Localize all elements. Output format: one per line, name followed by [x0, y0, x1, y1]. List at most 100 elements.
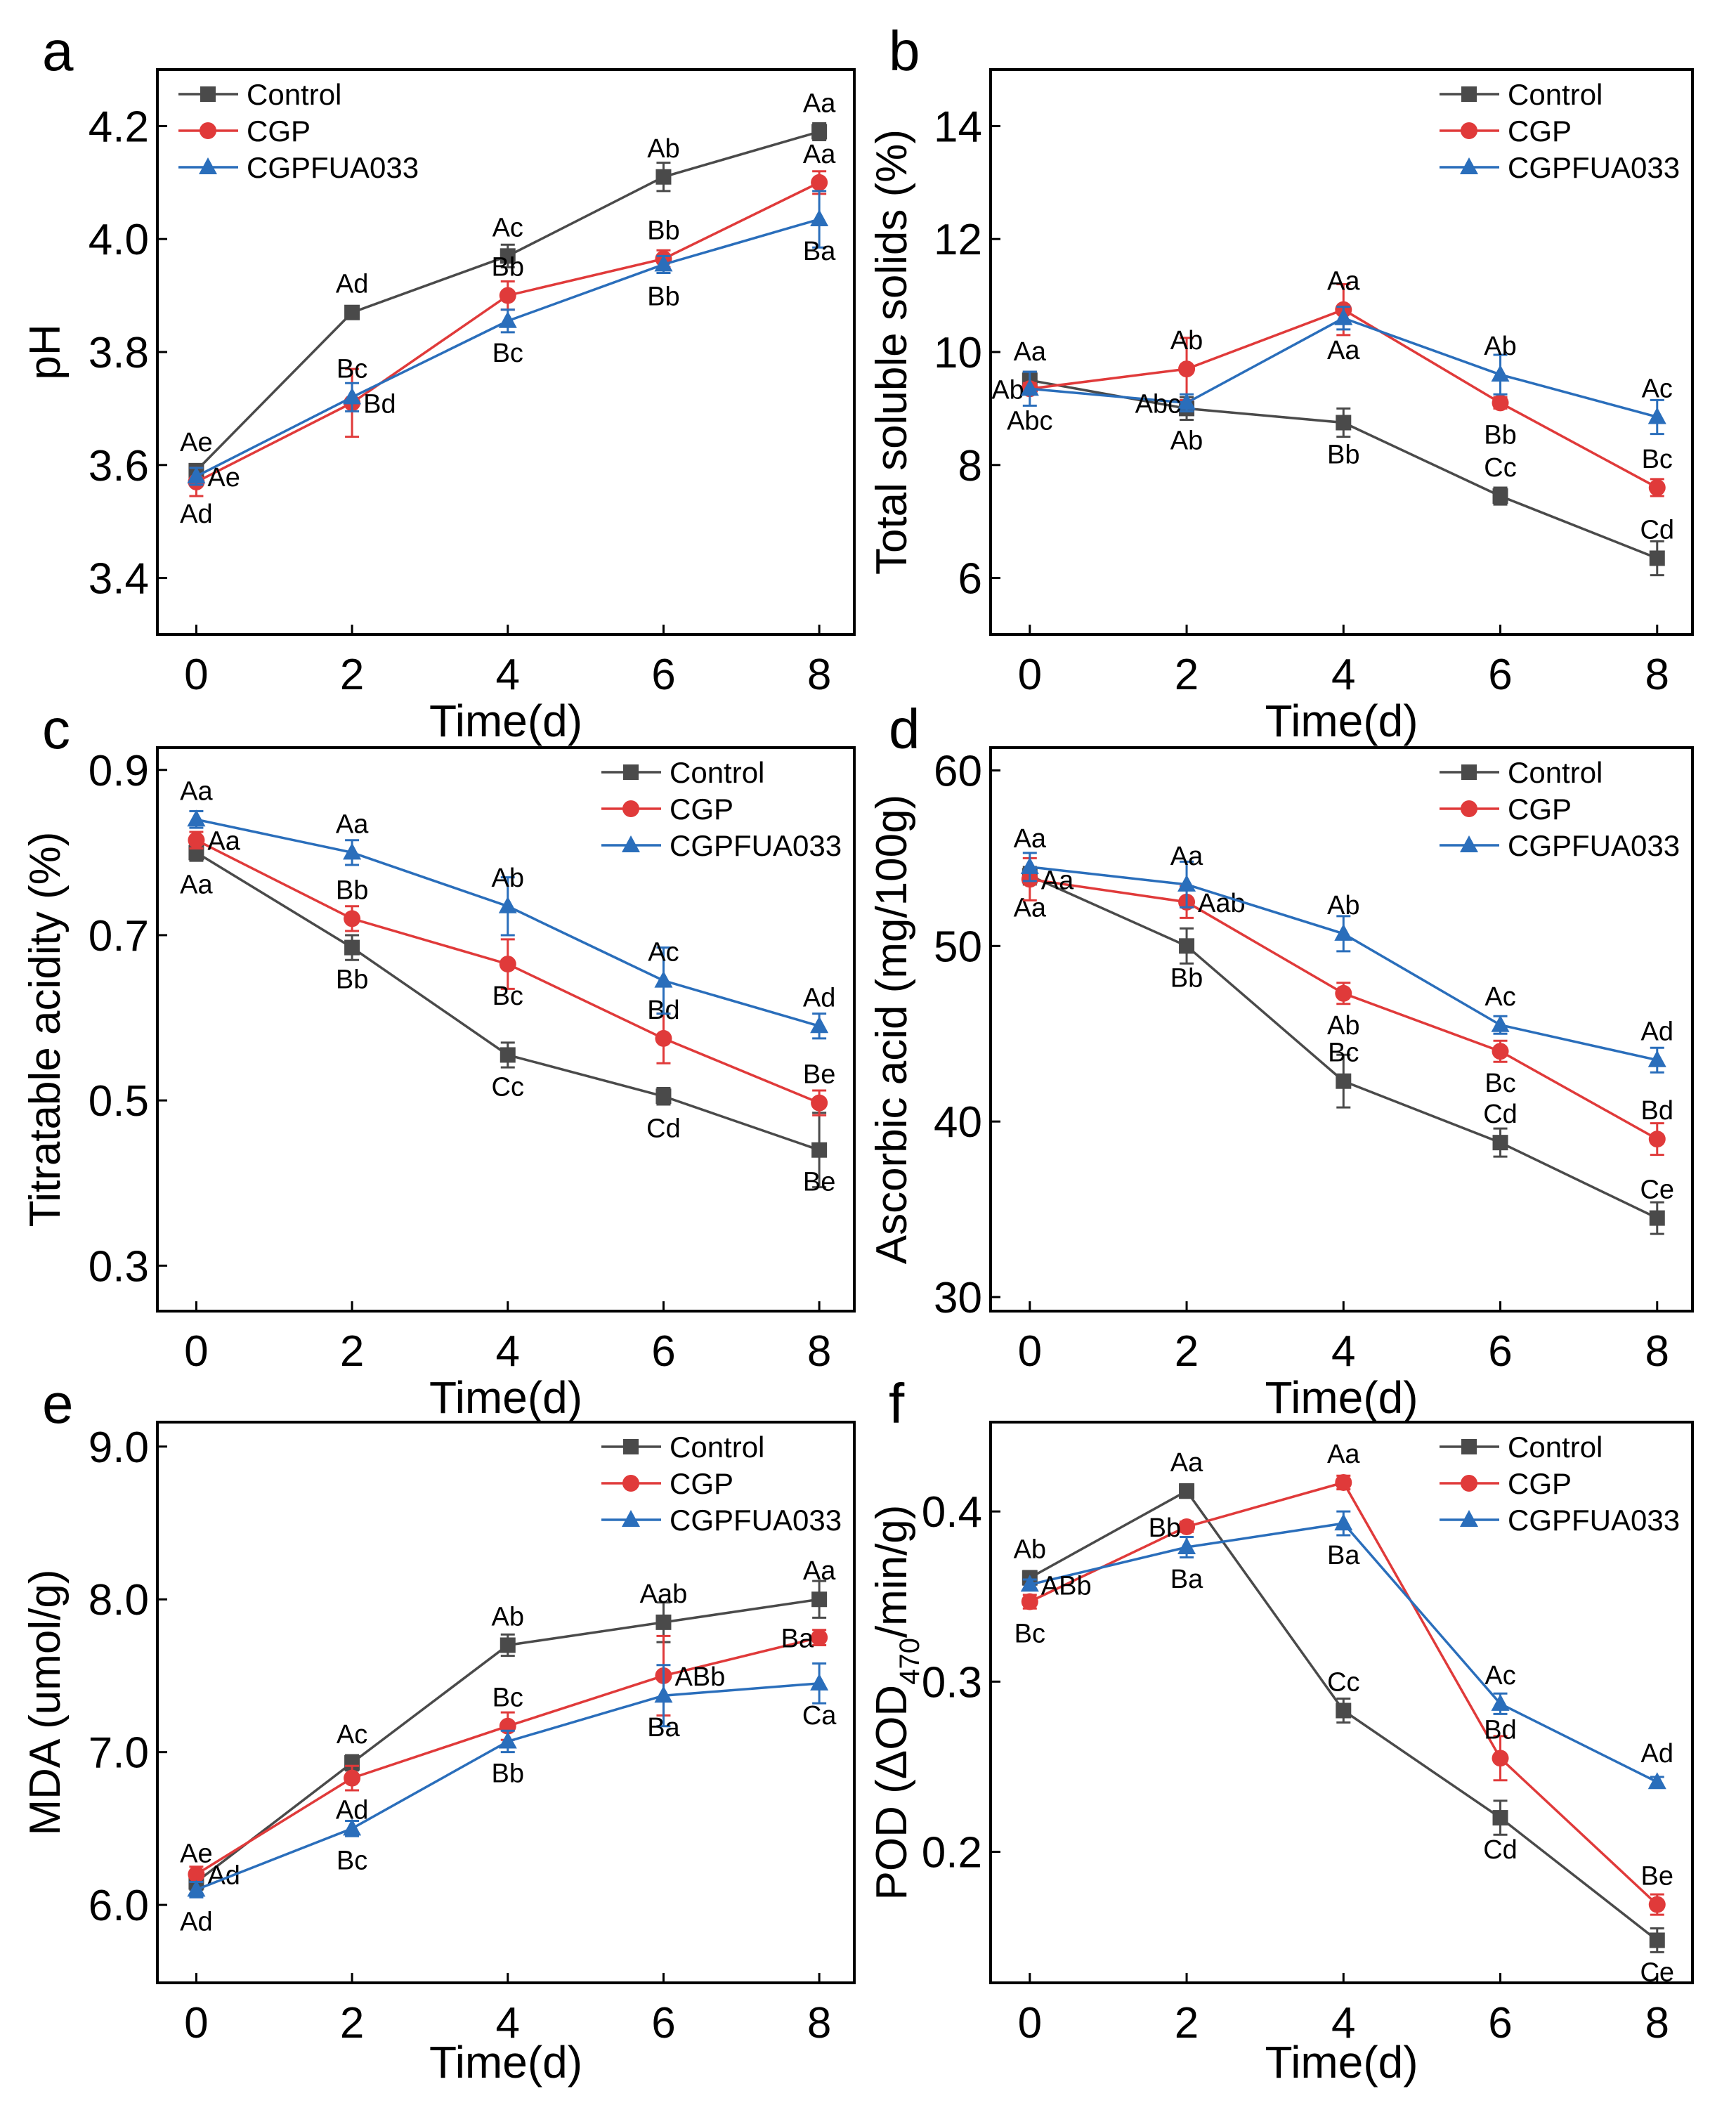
y-tick-label: 3.4 [89, 555, 149, 604]
legend-label: CGP [1508, 793, 1572, 826]
data-point [655, 169, 672, 185]
significance-label: Cc [492, 1072, 524, 1102]
legend-label: CGP [1508, 1467, 1572, 1500]
significance-label: Bb [647, 216, 679, 245]
significance-label: Ae [180, 1839, 212, 1868]
data-point [1177, 874, 1196, 892]
y-tick-label: 8 [958, 442, 982, 490]
data-point [811, 1142, 828, 1158]
legend-marker [622, 1475, 639, 1492]
significance-label: Bb [1484, 420, 1516, 450]
significance-label: Bc [1014, 1620, 1045, 1649]
x-tick-label: 2 [1175, 1999, 1199, 2047]
data-point [1179, 938, 1195, 954]
data-point [498, 1731, 517, 1749]
significance-label: Ab [1484, 332, 1516, 361]
significance-label: Ba [647, 1713, 680, 1743]
data-point [811, 1094, 828, 1112]
y-tick-label: 0.2 [922, 1829, 982, 1877]
panel-letter: b [889, 20, 920, 82]
data-point [655, 1029, 672, 1047]
significance-label: Aa [1014, 824, 1047, 854]
y-axis-label-part: /min/g) [868, 1505, 916, 1638]
significance-label: Ab [1014, 1535, 1046, 1565]
data-point [1492, 394, 1509, 412]
significance-label: Aab [640, 1580, 688, 1609]
data-point [343, 1818, 362, 1836]
x-tick-label: 2 [1175, 1327, 1199, 1376]
y-tick-label: 0.5 [89, 1077, 149, 1126]
significance-label: Bb [1170, 963, 1203, 993]
significance-label: Bc [1328, 1038, 1359, 1068]
data-point [654, 254, 673, 272]
panel-letter: f [889, 1372, 905, 1435]
significance-label: Bc [492, 982, 523, 1011]
significance-label: Ce [1640, 1958, 1674, 1987]
data-point [654, 970, 673, 988]
data-point [500, 248, 516, 264]
legend-label: CGP [247, 115, 311, 148]
data-point [1020, 857, 1039, 874]
x-tick-label: 0 [1018, 1999, 1042, 2047]
data-point [810, 1016, 829, 1034]
significance-label: Ac [1484, 1661, 1515, 1691]
x-tick-label: 0 [184, 651, 208, 699]
significance-label: Aa [1327, 336, 1360, 365]
y-axis-label: Total soluble solids (%) [868, 129, 916, 575]
legend-label: Control [1508, 78, 1603, 111]
x-tick-label: 8 [807, 1327, 831, 1376]
series-line [195, 1636, 820, 1876]
significance-label: Ac [1642, 374, 1673, 403]
y-tick-label: 9.0 [89, 1424, 149, 1472]
legend-marker [1461, 800, 1477, 817]
x-tick-label: 6 [651, 1327, 675, 1376]
data-point [500, 1637, 516, 1653]
significance-label: Ab [647, 134, 679, 164]
significance-label: Be [803, 1168, 835, 1197]
significance-label: Bc [1484, 1069, 1515, 1098]
plot-frame [989, 1421, 1694, 1984]
data-point [810, 1673, 829, 1691]
significance-label: Aa [803, 140, 836, 169]
y-tick-label: 0.7 [89, 912, 149, 960]
x-axis-label: Time(d) [429, 2037, 582, 2088]
series-control: Aa Bb Cc Cd Be [180, 843, 835, 1197]
significance-label: Ba [781, 1624, 814, 1654]
data-point [1178, 360, 1196, 378]
panel-a: a 0 2 4 6 8 3.4 3.6 3.8 4.0 4.2 Time(d) pH Ae Ad Ac Ab Aa… [21, 20, 856, 746]
legend-marker [199, 157, 217, 174]
y-axis-label: POD (ΔOD470/min/g) [868, 1505, 925, 1901]
y-tick-label: 10 [934, 329, 982, 377]
panel-letter: d [889, 698, 920, 760]
data-point [1334, 1513, 1353, 1531]
data-point [1492, 488, 1508, 504]
significance-label: Aa [1170, 1448, 1203, 1478]
significance-label: Ad [336, 270, 368, 299]
series-cgpfua033: ABb Ba Ba Ac Ad [1020, 1510, 1673, 1790]
data-point [1647, 1772, 1666, 1790]
data-point [498, 311, 517, 328]
y-tick-label: 7.0 [89, 1729, 149, 1778]
significance-label: Bc [492, 339, 523, 368]
x-tick-label: 8 [807, 1999, 831, 2047]
significance-label: Ad [207, 1861, 240, 1891]
x-axis-label: Time(d) [1265, 1372, 1418, 1423]
data-point [1020, 1575, 1039, 1592]
x-axis-label: Time(d) [429, 1372, 582, 1423]
x-tick-label: 8 [1645, 1999, 1669, 2047]
significance-label: Bb [492, 253, 524, 282]
y-tick-label: 8.0 [89, 1576, 149, 1624]
panel-b: b 0 2 4 6 8 6 8 10 12 14 Time(d) Total soluble solid… [868, 20, 1694, 746]
significance-label: Abc [1135, 389, 1181, 419]
data-point [1336, 1073, 1352, 1089]
significance-label: Cd [646, 1114, 681, 1143]
y-tick-label: 40 [934, 1098, 982, 1147]
data-point [811, 124, 828, 140]
data-point [655, 1614, 672, 1630]
legend-label: CGPFUA033 [247, 151, 419, 184]
y-tick-label: 6.0 [89, 1882, 149, 1930]
